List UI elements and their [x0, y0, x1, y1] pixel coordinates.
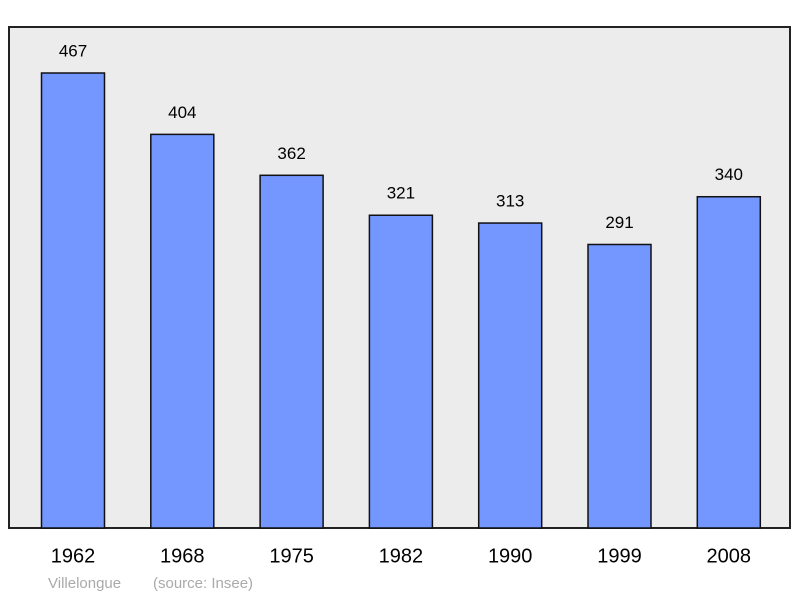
bar — [587, 243, 652, 529]
bar — [259, 174, 324, 529]
value-label: 313 — [496, 192, 524, 211]
x-tick-label: 2008 — [707, 545, 752, 567]
bar — [696, 195, 762, 529]
value-label: 291 — [605, 213, 633, 232]
value-label: 362 — [277, 144, 305, 163]
value-label: 321 — [387, 184, 415, 203]
x-tick-label: 1975 — [269, 545, 314, 567]
bar — [40, 72, 106, 529]
x-tick-label: 1962 — [51, 545, 96, 567]
value-label: 467 — [59, 41, 87, 60]
x-tick-label: 1968 — [160, 545, 205, 567]
bar — [477, 222, 543, 529]
chart-title: Villelongue — [48, 575, 121, 592]
bar — [368, 214, 434, 529]
x-tick-label: 1982 — [379, 545, 424, 567]
value-label: 340 — [715, 165, 743, 184]
value-label: 404 — [168, 103, 196, 122]
x-tick-label: 1999 — [597, 545, 642, 567]
x-tick-label: 1990 — [488, 545, 533, 567]
bar — [150, 133, 215, 529]
source: (source: Insee) — [153, 575, 253, 592]
